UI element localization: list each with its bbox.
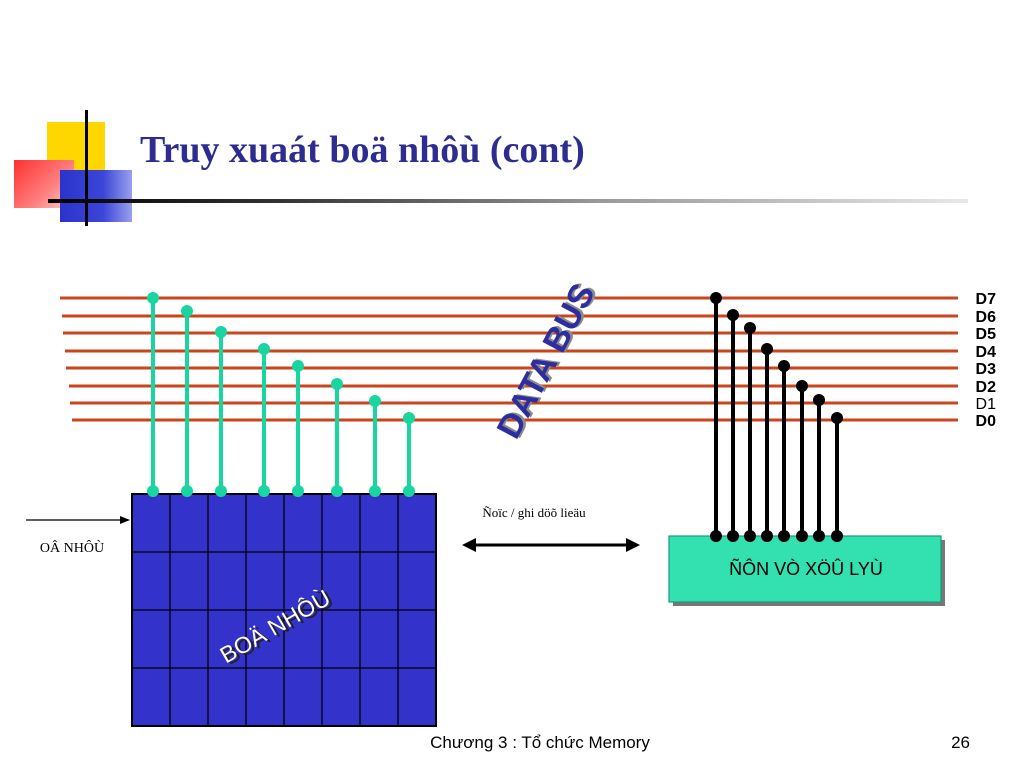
memory-connector-dot (215, 326, 227, 338)
memory-connector-dot (369, 485, 381, 497)
processor-label: ÑÔN VÒ XÖÛ LYÙ (729, 558, 883, 579)
processor-connector-dot (727, 309, 739, 321)
bus-label-d2: D2 (976, 379, 997, 396)
bus-label-d5: D5 (976, 326, 997, 343)
read-write-arrow-right (626, 538, 640, 552)
address-arrow-head (120, 516, 130, 524)
memory-connector-dot (292, 485, 304, 497)
processor-connector-dot (761, 530, 773, 542)
address-label: OÂ NHÔÙ (40, 539, 104, 556)
processor-connector-dot (831, 530, 843, 542)
processor-connector-dot (778, 360, 790, 372)
decor-vertical-line (85, 110, 88, 226)
bus-label-d7: D7 (976, 291, 997, 308)
processor-connectors (710, 292, 843, 542)
memory-connector-dot (147, 292, 159, 304)
processor-connector-dot (813, 530, 825, 542)
processor-connector-dot (796, 380, 808, 392)
bus-label-d0: D0 (976, 413, 997, 430)
processor-connector-dot (744, 530, 756, 542)
processor-connector-dot (727, 530, 739, 542)
page-number: 26 (951, 733, 970, 752)
memory-connector-dot (403, 485, 415, 497)
bus-label-d3: D3 (976, 361, 997, 378)
processor-connector-dot (710, 530, 722, 542)
processor-connector-dot (761, 343, 773, 355)
memory-connector-dot (215, 485, 227, 497)
memory-connector-dot (258, 343, 270, 355)
memory-connector-dot (258, 485, 270, 497)
memory-connector-dot (403, 412, 415, 424)
memory-connector-dot (331, 485, 343, 497)
title-underline (48, 199, 968, 203)
processor-box (668, 535, 942, 603)
bus-label-d1: D1 (976, 396, 997, 413)
memory-grid-lines (132, 494, 436, 726)
processor-connector-dot (710, 292, 722, 304)
processor-connector-dot (778, 530, 790, 542)
read-write-arrow-left (462, 538, 476, 552)
processor-connector-dot (831, 412, 843, 424)
footer-chapter: Chương 3 : Tổ chức Memory (430, 733, 650, 752)
processor-connector-dot (813, 394, 825, 406)
memory-connector-dot (147, 485, 159, 497)
read-write-label: Ñoïc / ghi döõ lieäu (482, 505, 586, 520)
memory-connector-dot (181, 485, 193, 497)
bus-label-d4: D4 (976, 344, 997, 361)
memory-connector-dot (181, 305, 193, 317)
decor-blue-square (60, 170, 132, 222)
memory-connectors (147, 292, 415, 497)
processor-connector-dot (796, 530, 808, 542)
memory-connector-dot (369, 395, 381, 407)
bus-label-d6: D6 (976, 309, 997, 326)
processor-connector-dot (744, 322, 756, 334)
memory-connector-dot (331, 378, 343, 390)
data-bus-lines (60, 296, 958, 422)
memory-connector-dot (292, 360, 304, 372)
slide-title: Truy xuaát boä nhôù (cont) (140, 129, 585, 171)
